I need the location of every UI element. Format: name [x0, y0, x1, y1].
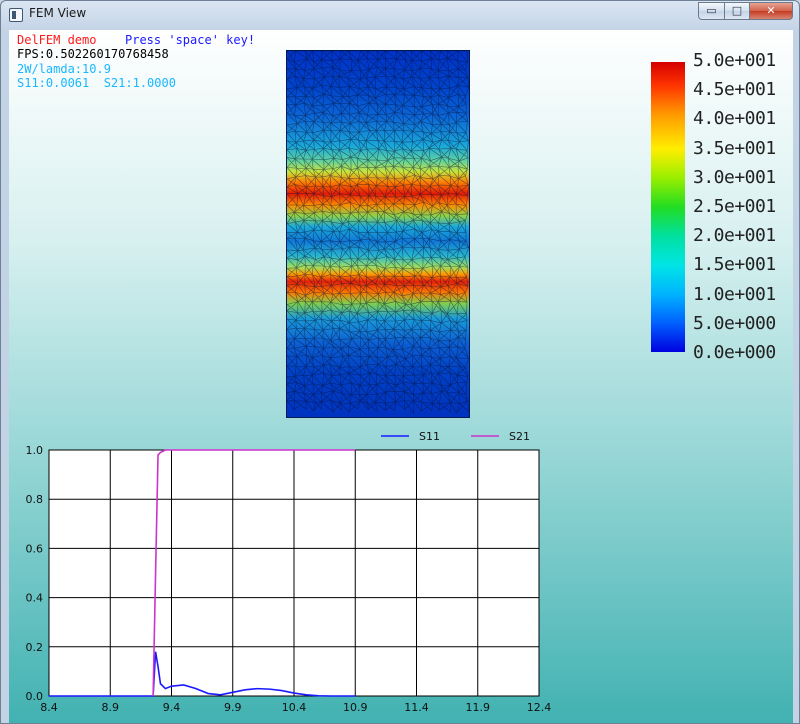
x-tick-label: 9.9 [224, 701, 242, 714]
key-hint: Press 'space' key! [125, 33, 256, 47]
series-line-s11 [49, 651, 356, 697]
x-tick-label: 11.9 [466, 701, 491, 714]
colorbar-tick-label: 2.5e+001 [693, 196, 776, 217]
window-title: FEM View [29, 6, 87, 20]
legend-label-s11: S11 [419, 430, 440, 443]
colorbar [651, 62, 685, 352]
x-tick-label: 11.4 [404, 701, 429, 714]
colorbar-tick-label: 2.0e+001 [693, 225, 776, 247]
y-tick-label: 0.6 [26, 542, 44, 555]
wavelength-readout: 2W/lamda:10.9 [17, 62, 111, 76]
x-tick-label: 8.9 [102, 701, 120, 714]
app-icon [9, 8, 23, 22]
colorbar-tick-label: 1.5e+001 [693, 254, 776, 276]
colorbar-tick-label: 3.5e+001 [693, 137, 776, 159]
colorbar-tick-label: 1.0e+001 [693, 283, 776, 305]
colorbar-tick-label: 5.0e+001 [693, 50, 776, 71]
y-tick-label: 0.2 [26, 641, 44, 654]
fem-mesh-field [286, 50, 470, 418]
y-tick-label: 1.0 [26, 444, 44, 457]
series-line-s21 [152, 449, 356, 697]
colorbar-tick-label: 5.0e+000 [693, 312, 776, 334]
colorbar-tick-label: 4.5e+001 [693, 79, 776, 101]
x-tick-label: 8.4 [40, 701, 58, 714]
maximize-button[interactable]: □ [724, 2, 750, 20]
mesh-lines [287, 51, 469, 414]
s-parameter-readout: S11:0.0061 S21:1.0000 [17, 76, 176, 90]
colorbar-tick-label: 4.0e+001 [693, 108, 776, 130]
plot-svg: 8.4 8.9 9.4 9.9 10.4 10.9 11.4 11.9 12.4 0.0 0.2 0.… [26, 430, 552, 714]
colorbar-tick-label: 0.0e+000 [693, 342, 776, 363]
y-tick-label: 0.4 [26, 592, 44, 605]
y-tick-label: 0.0 [26, 690, 44, 703]
x-tick-label: 10.9 [343, 701, 368, 714]
x-tick-label: 12.4 [527, 701, 552, 714]
legend-label-s21: S21 [509, 430, 530, 443]
s-parameter-plot: 8.4 8.9 9.4 9.9 10.4 10.9 11.4 11.9 12.4 0.0 0.2 0.… [9, 420, 569, 723]
x-tick-label: 9.4 [163, 701, 181, 714]
close-button[interactable]: ✕ [749, 2, 793, 20]
colorbar-tick-label: 3.0e+001 [693, 166, 776, 188]
demo-label: DelFEM demo [17, 33, 97, 47]
mesh-overlay [287, 51, 469, 414]
x-tick-label: 10.4 [282, 701, 307, 714]
y-tick-label: 0.8 [26, 493, 44, 506]
title-bar[interactable]: FEM View ▭ □ ✕ [1, 1, 799, 29]
fps-readout: FPS:0.502260170768458 [17, 47, 169, 61]
minimize-button[interactable]: ▭ [698, 2, 725, 20]
opengl-canvas[interactable]: DelFEM demo Press 'space' key! FPS:0.502… [9, 30, 793, 723]
